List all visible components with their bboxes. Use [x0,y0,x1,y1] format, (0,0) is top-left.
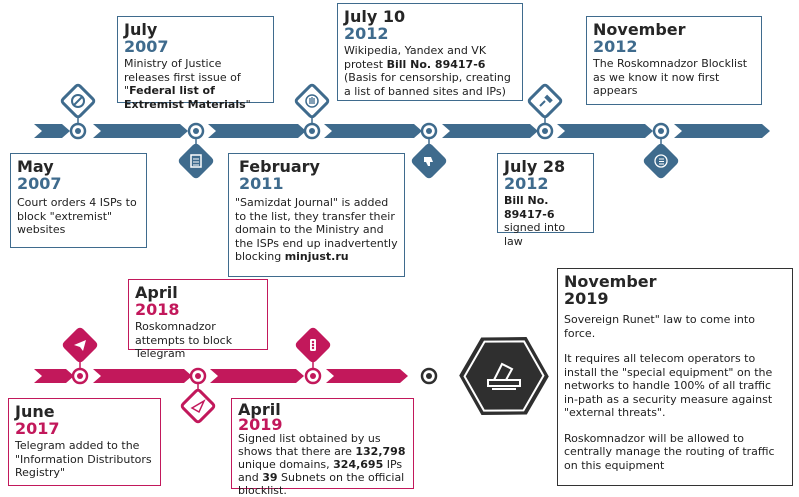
event-month: July [124,20,158,39]
traffic-light-icon [295,327,331,363]
event-description: Court orders 4 ISPs to block "extremist"… [17,196,137,236]
event-july-28-2012: July 28 2012 Bill No. 89417-6 signed int… [497,153,594,248]
event-description: Ministry of Justice releases first issue… [124,57,251,111]
event-june-2017: June 2017 Telegram added to the "Informa… [8,398,161,486]
event-year: 2007 [124,37,169,56]
event-month: February [239,157,320,176]
event-paragraph-1: Sovereign Runet" law to come into force. [564,313,755,340]
blue-track [34,124,770,138]
telegram-icon [62,327,98,363]
thumbs-down-icon [411,143,447,179]
event-year: 2017 [15,419,60,438]
event-month: November [564,272,657,291]
event-description: The Roskomnadzor Blocklist as we know it… [593,57,748,97]
event-description: Telegram added to the "Information Distr… [15,439,152,479]
event-paragraph-3: Roskomnadzor will be allowed to centrall… [564,431,775,472]
gavel-icon [527,83,563,119]
event-year: 2012 [593,37,638,56]
event-year: 2019 [564,289,609,308]
event-description: Wikipedia, Yandex and VK protest Bill No… [344,44,511,98]
bullet-list-icon [643,143,679,179]
event-year: 2012 [344,24,389,43]
event-month: July 10 [344,7,406,26]
event-month: November [593,20,686,39]
event-month: April [238,400,281,419]
prohibited-icon [60,83,96,119]
pink-track [34,369,408,383]
event-description: Bill No. 89417-6 signed into law [504,194,566,248]
list-icon [178,143,214,179]
pink-nodes [71,367,438,385]
event-july-10-2012: July 10 2012 Wikipedia, Yandex and VK pr… [337,3,523,101]
event-november-2019: November 2019 Sovereign Runet" law to co… [557,268,793,486]
event-may-2007: May 2007 Court orders 4 ISPs to block "e… [10,153,147,248]
event-year: 2011 [239,174,284,193]
event-month: June [15,402,55,421]
event-year: 2012 [504,174,549,193]
event-july-2007: July 2007 Ministry of Justice releases f… [117,16,274,111]
event-april-2019: April 2019 Signed list obtained by us sh… [231,398,414,497]
event-description: Roskomnadzor attempts to block Telegram [135,320,233,360]
event-year: 2007 [17,174,62,193]
event-paragraph-2: It requires all telecom operators to ins… [564,352,773,419]
hand-stop-icon [294,83,330,119]
event-february-2011: February 2011 "Samizdat Journal" is adde… [228,153,405,277]
event-year: 2019 [238,415,283,434]
event-description: Signed list obtained by us shows that th… [238,432,406,497]
event-month: April [135,283,178,302]
event-month: July 28 [504,157,566,176]
event-year: 2018 [135,300,180,319]
event-month: May [17,157,54,176]
event-november-2012: November 2012 The Roskomnadzor Blocklist… [586,16,762,105]
event-april-2018: April 2018 Roskomnadzor attempts to bloc… [128,279,268,360]
ballot-box-icon [459,337,549,415]
paper-plane-icon [180,388,216,424]
event-description: "Samizdat Journal" is added to the list,… [235,196,398,263]
